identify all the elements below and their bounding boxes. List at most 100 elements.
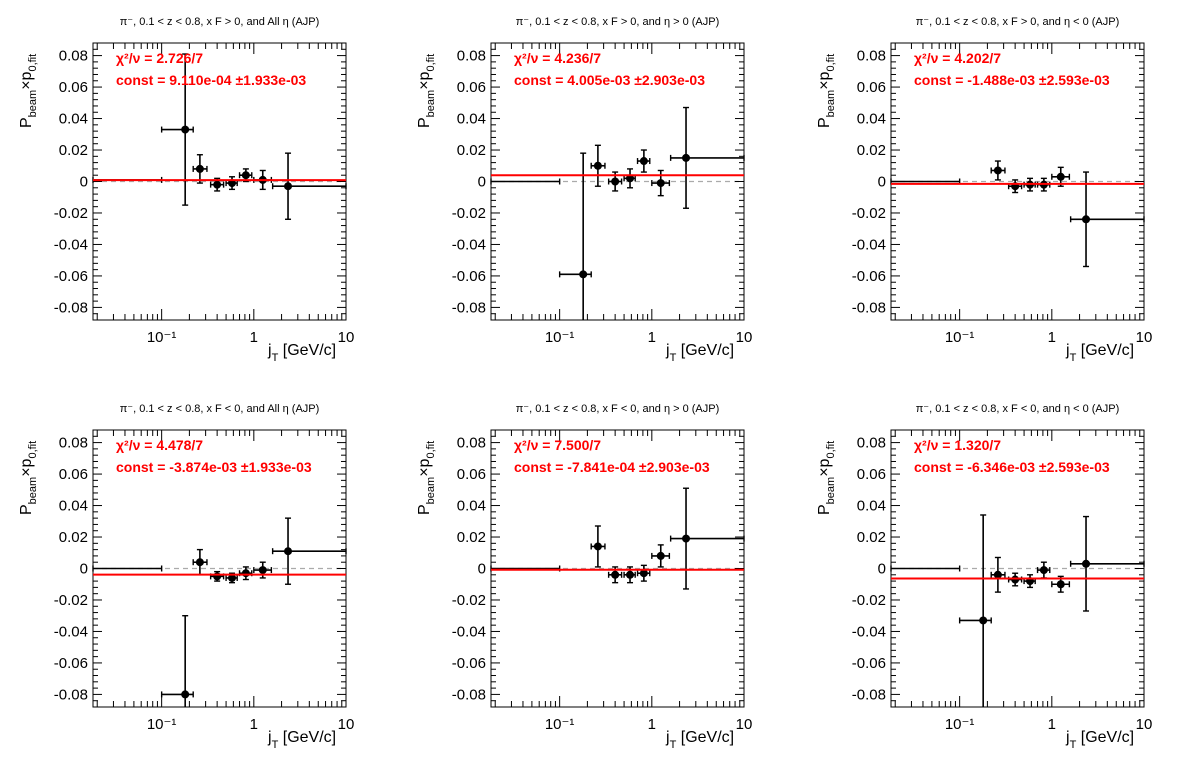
const-value: -1.488e-03 ±2.593e-03 — [967, 72, 1110, 88]
data-point — [209, 177, 225, 192]
marker — [284, 182, 293, 191]
marker — [656, 179, 665, 188]
fit-const-text: const = 9.110e-04 ±1.933e-03 — [116, 72, 306, 88]
y-tick-label: -0.06 — [452, 268, 486, 285]
x-tick-label: 10 — [338, 716, 355, 733]
y-label-times: ×p — [416, 458, 433, 476]
y-tick-label: 0.02 — [857, 142, 886, 159]
y-label-p: P — [816, 504, 833, 515]
y-tick-label: -0.02 — [452, 205, 486, 222]
x-tick-label: 1 — [1048, 329, 1056, 346]
y-tick-label: 0.04 — [457, 111, 486, 128]
data-point — [209, 570, 225, 582]
y-label-times: ×p — [18, 458, 35, 476]
data-point — [890, 565, 961, 572]
data-point — [651, 544, 671, 568]
panel-title: π⁻, 0.1 < z < 0.8, x F < 0, and η > 0 (A… — [516, 403, 720, 415]
marker — [993, 166, 1002, 175]
y-tick-label: -0.08 — [452, 299, 486, 316]
y-tick-label: 0 — [478, 174, 486, 191]
fit-const-text: const = -3.874e-03 ±1.933e-03 — [116, 459, 312, 475]
y-label-fit: 0,fit — [825, 54, 837, 72]
marker — [593, 542, 602, 551]
y-tick-label: -0.06 — [852, 268, 886, 285]
y-tick-label: 0.08 — [59, 48, 88, 65]
data-point — [92, 565, 163, 572]
data-point — [990, 556, 1006, 593]
marker — [626, 570, 635, 579]
marker — [626, 174, 635, 183]
data-point — [253, 561, 273, 579]
y-label-times: ×p — [816, 458, 833, 476]
panel-4: π⁻, 0.1 < z < 0.8, x F < 0, and All η (A… — [18, 403, 354, 751]
panel-1: π⁻, 0.1 < z < 0.8, x F > 0, and All η (A… — [18, 16, 354, 364]
marker — [181, 125, 190, 134]
x-tick-label: 1 — [250, 329, 258, 346]
x-label-unit: [GeV/c] — [1076, 729, 1134, 746]
x-tick-label: 1 — [1048, 716, 1056, 733]
chi2-label: χ²/ν = — [116, 437, 156, 453]
x-label-j: j — [1065, 342, 1070, 359]
marker — [228, 179, 237, 188]
x-label-sub: T — [670, 352, 677, 364]
marker — [1011, 575, 1020, 584]
y-tick-label: -0.08 — [54, 686, 88, 703]
const-value: -7.841e-04 ±2.903e-03 — [567, 459, 710, 475]
chi2-value: 7.500/7 — [554, 437, 601, 453]
x-tick-label: 1 — [648, 329, 656, 346]
y-axis-label: Pbeam×p0,fit — [416, 441, 437, 515]
marker — [1039, 566, 1048, 575]
y-tick-label: -0.04 — [452, 623, 486, 640]
x-label-unit: [GeV/c] — [278, 729, 336, 746]
const-label: const = — [514, 459, 567, 475]
const-value: -6.346e-03 ±2.593e-03 — [967, 459, 1110, 475]
y-axis-label: Pbeam×p0,fit — [816, 54, 837, 128]
x-label-sub: T — [272, 739, 279, 751]
x-tick-label: 10⁻¹ — [545, 716, 575, 733]
x-axis-label: jT [GeV/c] — [267, 342, 336, 364]
marker — [241, 569, 250, 578]
y-tick-label: -0.02 — [54, 205, 88, 222]
y-label-beam: beam — [825, 90, 837, 118]
y-tick-label: 0.06 — [59, 79, 88, 96]
fit-chi2-text: χ²/ν = 4.202/7 — [914, 50, 1001, 66]
x-tick-label: 10 — [338, 329, 355, 346]
y-tick-label: -0.08 — [852, 299, 886, 316]
fit-chi2-text: χ²/ν = 4.478/7 — [116, 437, 203, 453]
y-label-p: P — [416, 117, 433, 128]
y-tick-label: 0.04 — [59, 498, 88, 515]
marker — [611, 177, 620, 186]
fit-chi2-text: χ²/ν = 4.236/7 — [514, 50, 601, 66]
y-label-fit: 0,fit — [27, 54, 39, 72]
y-axis-label: Pbeam×p0,fit — [18, 54, 39, 128]
y-tick-label: -0.06 — [54, 655, 88, 672]
y-tick-label: -0.08 — [54, 299, 88, 316]
marker — [1082, 215, 1091, 224]
y-label-times: ×p — [416, 71, 433, 89]
x-axis-label: jT [GeV/c] — [665, 729, 734, 751]
x-label-j: j — [665, 729, 670, 746]
chi2-label: χ²/ν = — [914, 437, 954, 453]
x-label-sub: T — [272, 352, 279, 364]
panel-3: π⁻, 0.1 < z < 0.8, x F > 0, and η < 0 (A… — [816, 16, 1152, 364]
x-axis-label: jT [GeV/c] — [267, 729, 336, 751]
x-label-j: j — [665, 342, 670, 359]
y-tick-label: 0.04 — [457, 498, 486, 515]
marker — [1056, 172, 1065, 181]
x-tick-label: 10⁻¹ — [945, 716, 975, 733]
y-label-beam: beam — [825, 477, 837, 505]
data-point — [192, 548, 208, 576]
x-label-unit: [GeV/c] — [676, 729, 734, 746]
y-label-p: P — [416, 504, 433, 515]
y-label-fit: 0,fit — [27, 441, 39, 459]
y-tick-label: -0.06 — [852, 655, 886, 672]
y-tick-label: 0 — [878, 174, 886, 191]
data-point — [558, 152, 592, 320]
x-tick-label: 10 — [736, 716, 753, 733]
y-tick-label: 0.02 — [59, 529, 88, 546]
data-point — [636, 564, 651, 582]
marker — [682, 534, 691, 543]
x-tick-label: 10⁻¹ — [945, 329, 975, 346]
y-axis-label: Pbeam×p0,fit — [416, 54, 437, 128]
panel-6: π⁻, 0.1 < z < 0.8, x F < 0, and η < 0 (A… — [816, 403, 1152, 751]
